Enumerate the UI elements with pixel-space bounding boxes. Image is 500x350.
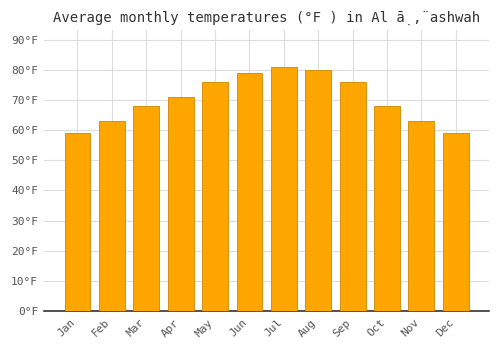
Bar bbox=[236, 73, 262, 311]
Bar bbox=[202, 82, 228, 311]
Title: Average monthly temperatures (°F ) in Al ạ̄,¨ashwah: Average monthly temperatures (°F ) in Al… bbox=[53, 11, 480, 25]
Bar bbox=[99, 121, 125, 311]
Bar bbox=[306, 70, 331, 311]
Bar bbox=[64, 133, 90, 311]
Bar bbox=[134, 106, 159, 311]
Bar bbox=[374, 106, 400, 311]
Bar bbox=[443, 133, 468, 311]
Bar bbox=[408, 121, 434, 311]
Bar bbox=[340, 82, 365, 311]
Bar bbox=[271, 67, 296, 311]
Bar bbox=[168, 97, 194, 311]
